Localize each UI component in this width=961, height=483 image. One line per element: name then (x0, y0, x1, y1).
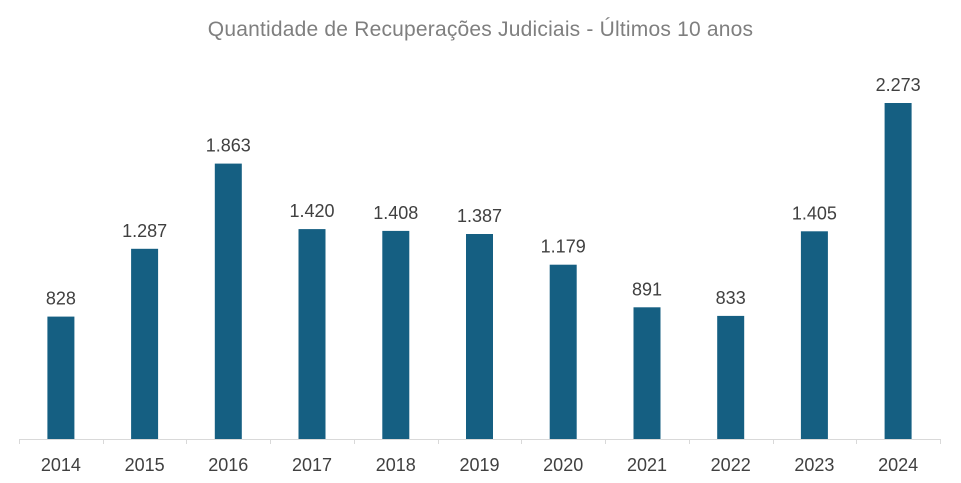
x-tick-label-2023: 2023 (794, 455, 834, 475)
data-label-2023: 1.405 (792, 203, 837, 223)
bar-2024 (884, 103, 912, 439)
x-ticks-layer (19, 439, 941, 444)
data-label-2017: 1.420 (289, 201, 334, 221)
x-tick-label-2020: 2020 (543, 455, 583, 475)
bar-2014 (47, 316, 75, 439)
chart-title: Quantidade de Recuperações Judiciais - Ú… (207, 18, 754, 41)
bar-2017 (298, 229, 326, 439)
data-label-2014: 828 (46, 289, 76, 309)
data-label-2020: 1.179 (541, 237, 586, 257)
x-tick-label-2024: 2024 (878, 455, 918, 475)
bar-2019 (466, 234, 493, 439)
bar-2015 (131, 248, 159, 439)
bar-2022 (717, 315, 745, 439)
x-tick-label-2014: 2014 (41, 455, 81, 475)
data-labels-layer: 828 1.287 1.863 1.420 1.408 1.387 1.179 891 833 1… (46, 75, 921, 309)
data-label-2022: 833 (716, 288, 746, 308)
bar-2018 (382, 230, 410, 439)
bar-2016 (214, 163, 242, 439)
x-tick-label-2021: 2021 (627, 455, 667, 475)
x-tick-label-2018: 2018 (376, 455, 416, 475)
x-tick-label-2015: 2015 (125, 455, 165, 475)
data-label-2024: 2.273 (876, 75, 921, 95)
bar-2020 (549, 264, 577, 439)
x-tick-label-2022: 2022 (711, 455, 751, 475)
x-tick-label-2019: 2019 (459, 455, 499, 475)
bar-2023 (800, 231, 828, 439)
bars-layer (47, 103, 912, 439)
category-labels-layer: 2014 2015 2016 2017 2018 2019 2020 2021 2022 2023… (41, 455, 918, 475)
x-tick-label-2016: 2016 (208, 455, 248, 475)
data-label-2015: 1.287 (122, 221, 167, 241)
data-label-2021: 891 (632, 279, 662, 299)
data-label-2019: 1.387 (457, 206, 502, 226)
x-tick-label-2017: 2017 (292, 455, 332, 475)
data-label-2016: 1.863 (206, 136, 251, 156)
bar-2021 (633, 307, 661, 439)
data-label-2018: 1.408 (373, 203, 418, 223)
